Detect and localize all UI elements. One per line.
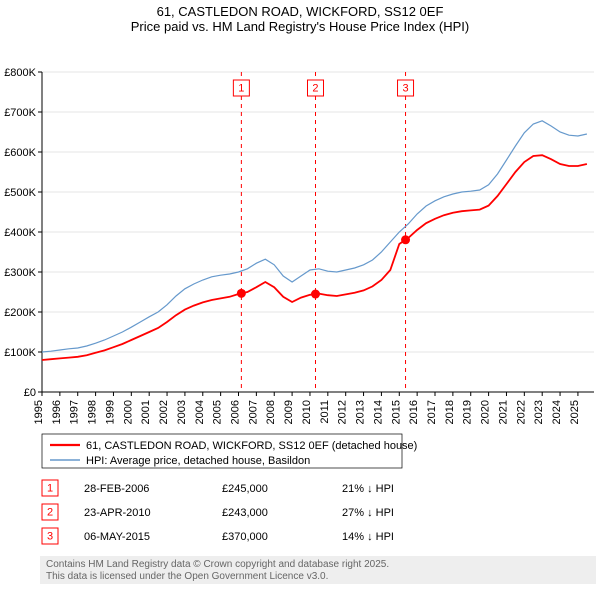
x-tick-label: 2021 bbox=[497, 400, 509, 424]
sale-delta: 14% ↓ HPI bbox=[342, 531, 394, 543]
x-tick-label: 2011 bbox=[319, 400, 331, 424]
x-tick-label: 2018 bbox=[444, 400, 456, 424]
footer-line1: Contains HM Land Registry data © Crown c… bbox=[46, 559, 389, 570]
x-tick-label: 2017 bbox=[426, 400, 438, 424]
sale-dot bbox=[311, 290, 320, 299]
sale-delta: 27% ↓ HPI bbox=[342, 507, 394, 519]
sale-delta: 21% ↓ HPI bbox=[342, 483, 394, 495]
x-tick-label: 2022 bbox=[515, 400, 527, 424]
x-tick-label: 2025 bbox=[569, 400, 581, 424]
x-tick-label: 2007 bbox=[247, 400, 259, 424]
x-tick-label: 2009 bbox=[283, 400, 295, 424]
x-tick-label: 2023 bbox=[533, 400, 545, 424]
x-tick-label: 1996 bbox=[51, 400, 63, 424]
sale-row-number: 3 bbox=[47, 530, 53, 542]
x-tick-label: 1999 bbox=[104, 400, 116, 424]
legend-label: HPI: Average price, detached house, Basi… bbox=[86, 455, 310, 467]
page-subtitle: Price paid vs. HM Land Registry's House … bbox=[0, 19, 600, 34]
x-tick-label: 2008 bbox=[265, 400, 277, 424]
x-tick-label: 2019 bbox=[462, 400, 474, 424]
x-tick-label: 2012 bbox=[337, 400, 349, 424]
x-tick-label: 2001 bbox=[140, 400, 152, 424]
x-tick-label: 2005 bbox=[212, 400, 224, 424]
y-tick-label: £800K bbox=[4, 67, 36, 79]
x-tick-label: 2003 bbox=[176, 400, 188, 424]
sale-date: 23-APR-2010 bbox=[84, 507, 151, 519]
x-tick-label: 2000 bbox=[122, 400, 134, 424]
x-tick-label: 2020 bbox=[480, 400, 492, 424]
sale-price: £243,000 bbox=[222, 507, 268, 519]
legend-label: 61, CASTLEDON ROAD, WICKFORD, SS12 0EF (… bbox=[86, 440, 417, 452]
sale-row-number: 1 bbox=[47, 482, 53, 494]
x-tick-label: 1995 bbox=[33, 400, 45, 424]
x-tick-label: 2014 bbox=[372, 400, 384, 424]
x-tick-label: 2015 bbox=[390, 400, 402, 424]
sale-row-number: 2 bbox=[47, 506, 53, 518]
y-tick-label: £500K bbox=[4, 187, 36, 199]
x-tick-label: 2004 bbox=[194, 400, 206, 424]
y-tick-label: £100K bbox=[4, 347, 36, 359]
footer-line2: This data is licensed under the Open Gov… bbox=[46, 571, 328, 582]
sale-price: £245,000 bbox=[222, 483, 268, 495]
y-tick-label: £400K bbox=[4, 227, 36, 239]
sale-price: £370,000 bbox=[222, 531, 268, 543]
x-tick-label: 2024 bbox=[551, 400, 563, 424]
chart-canvas: £0 £100K £200K £300K £400K £500K £600K £700K £80… bbox=[0, 34, 600, 586]
x-tick-label: 1998 bbox=[87, 400, 99, 424]
x-tick-label: 2010 bbox=[301, 400, 313, 424]
x-tick-label: 2016 bbox=[408, 400, 420, 424]
sale-marker-number: 3 bbox=[402, 82, 408, 94]
x-tick-label: 2006 bbox=[230, 400, 242, 424]
x-tick-label: 2002 bbox=[158, 400, 170, 424]
y-tick-label: £700K bbox=[4, 107, 36, 119]
sale-marker-number: 1 bbox=[238, 82, 244, 94]
x-tick-label: 2013 bbox=[355, 400, 367, 424]
sale-dot bbox=[401, 235, 410, 244]
sale-dot bbox=[237, 289, 246, 298]
sale-date: 28-FEB-2006 bbox=[84, 483, 149, 495]
y-tick-label: £300K bbox=[4, 267, 36, 279]
y-tick-label: £0 bbox=[24, 387, 36, 399]
x-tick-label: 1997 bbox=[69, 400, 81, 424]
sale-marker-number: 2 bbox=[312, 82, 318, 94]
y-tick-label: £200K bbox=[4, 307, 36, 319]
y-tick-label: £600K bbox=[4, 147, 36, 159]
sale-date: 06-MAY-2015 bbox=[84, 531, 150, 543]
page-title: 61, CASTLEDON ROAD, WICKFORD, SS12 0EF bbox=[0, 4, 600, 19]
